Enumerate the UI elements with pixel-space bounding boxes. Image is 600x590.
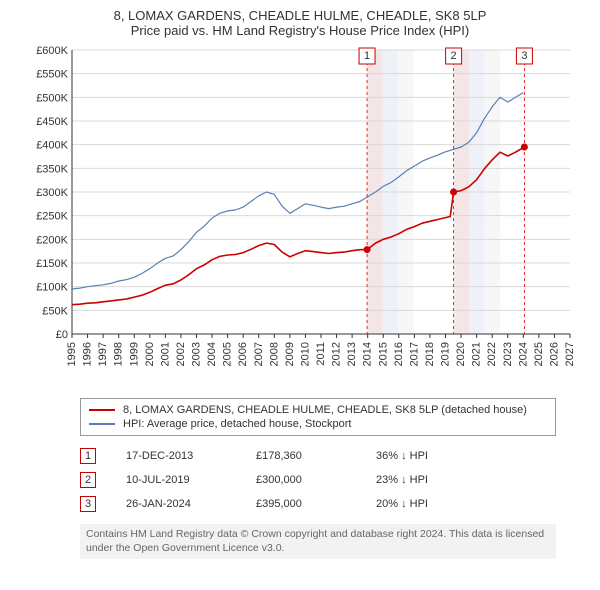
svg-text:2006: 2006 — [237, 342, 249, 366]
sales-row: 3 26-JAN-2024 £395,000 20% ↓ HPI — [80, 492, 556, 516]
svg-text:2007: 2007 — [253, 342, 265, 366]
svg-text:2025: 2025 — [533, 342, 545, 366]
chart-container: 8, LOMAX GARDENS, CHEADLE HULME, CHEADLE… — [0, 0, 600, 567]
svg-text:2020: 2020 — [455, 342, 467, 366]
sales-row: 1 17-DEC-2013 £178,360 36% ↓ HPI — [80, 444, 556, 468]
svg-text:2026: 2026 — [548, 342, 560, 366]
svg-text:2015: 2015 — [377, 342, 389, 366]
chart-plot-area: £0 £50K £100K £150K £200K £250K £300K £350K £400… — [24, 44, 576, 394]
svg-text:1998: 1998 — [113, 342, 125, 366]
sales-delta: 23% ↓ HPI — [376, 474, 428, 486]
svg-text:£450K: £450K — [36, 116, 68, 128]
legend-swatch — [89, 409, 115, 411]
legend-label: HPI: Average price, detached house, Stoc… — [123, 418, 352, 430]
sales-table: 1 17-DEC-2013 £178,360 36% ↓ HPI 2 10-JUL-201… — [80, 444, 556, 516]
svg-text:1999: 1999 — [128, 342, 140, 366]
svg-text:£400K: £400K — [36, 140, 68, 152]
sales-date: 17-DEC-2013 — [126, 450, 226, 462]
svg-text:2005: 2005 — [222, 342, 234, 366]
svg-text:£50K: £50K — [42, 305, 68, 317]
svg-text:2014: 2014 — [362, 342, 374, 366]
chart-svg: £0 £50K £100K £150K £200K £250K £300K £350K £400… — [24, 44, 576, 394]
svg-text:1996: 1996 — [82, 342, 94, 366]
sales-marker: 3 — [80, 496, 96, 512]
svg-text:2008: 2008 — [268, 342, 280, 366]
svg-text:£350K: £350K — [36, 163, 68, 175]
svg-text:2019: 2019 — [440, 342, 452, 366]
svg-text:£0: £0 — [56, 329, 68, 341]
sales-price: £395,000 — [256, 498, 346, 510]
sales-date: 10-JUL-2019 — [126, 474, 226, 486]
legend-label: 8, LOMAX GARDENS, CHEADLE HULME, CHEADLE… — [123, 404, 527, 416]
svg-text:2018: 2018 — [424, 342, 436, 366]
svg-text:2004: 2004 — [206, 342, 218, 366]
svg-text:2027: 2027 — [564, 342, 576, 366]
sales-marker: 2 — [80, 472, 96, 488]
legend-row: HPI: Average price, detached house, Stoc… — [89, 417, 547, 431]
legend-swatch — [89, 423, 115, 425]
svg-text:2003: 2003 — [191, 342, 203, 366]
svg-text:£300K: £300K — [36, 187, 68, 199]
svg-text:2: 2 — [451, 50, 457, 62]
sales-date: 26-JAN-2024 — [126, 498, 226, 510]
sales-price: £178,360 — [256, 450, 346, 462]
svg-text:2017: 2017 — [408, 342, 420, 366]
svg-text:1: 1 — [364, 50, 370, 62]
svg-text:2016: 2016 — [393, 342, 405, 366]
svg-text:2001: 2001 — [159, 342, 171, 366]
svg-text:3: 3 — [521, 50, 527, 62]
svg-text:2012: 2012 — [331, 342, 343, 366]
svg-text:2011: 2011 — [315, 342, 327, 366]
svg-text:£550K: £550K — [36, 69, 68, 81]
svg-text:1995: 1995 — [66, 342, 78, 366]
svg-text:£500K: £500K — [36, 92, 68, 104]
svg-text:2010: 2010 — [299, 342, 311, 366]
svg-text:1997: 1997 — [97, 342, 109, 366]
sales-delta: 20% ↓ HPI — [376, 498, 428, 510]
svg-text:2021: 2021 — [471, 342, 483, 366]
svg-text:£600K: £600K — [36, 45, 68, 57]
chart-title-block: 8, LOMAX GARDENS, CHEADLE HULME, CHEADLE… — [24, 8, 576, 38]
svg-text:2013: 2013 — [346, 342, 358, 366]
svg-text:2002: 2002 — [175, 342, 187, 366]
svg-text:2022: 2022 — [486, 342, 498, 366]
legend: 8, LOMAX GARDENS, CHEADLE HULME, CHEADLE… — [80, 398, 556, 436]
sales-row: 2 10-JUL-2019 £300,000 23% ↓ HPI — [80, 468, 556, 492]
sales-price: £300,000 — [256, 474, 346, 486]
svg-text:2000: 2000 — [144, 342, 156, 366]
svg-text:£150K: £150K — [36, 258, 68, 270]
svg-text:2023: 2023 — [502, 342, 514, 366]
chart-title-subtitle: Price paid vs. HM Land Registry's House … — [24, 23, 576, 38]
svg-text:£250K: £250K — [36, 211, 68, 223]
svg-text:£200K: £200K — [36, 234, 68, 246]
sales-delta: 36% ↓ HPI — [376, 450, 428, 462]
svg-text:2009: 2009 — [284, 342, 296, 366]
sales-marker: 1 — [80, 448, 96, 464]
svg-text:2024: 2024 — [517, 342, 529, 366]
chart-title-address: 8, LOMAX GARDENS, CHEADLE HULME, CHEADLE… — [24, 8, 576, 23]
svg-text:£100K: £100K — [36, 282, 68, 294]
attribution-text: Contains HM Land Registry data © Crown c… — [80, 524, 556, 559]
legend-row: 8, LOMAX GARDENS, CHEADLE HULME, CHEADLE… — [89, 403, 547, 417]
